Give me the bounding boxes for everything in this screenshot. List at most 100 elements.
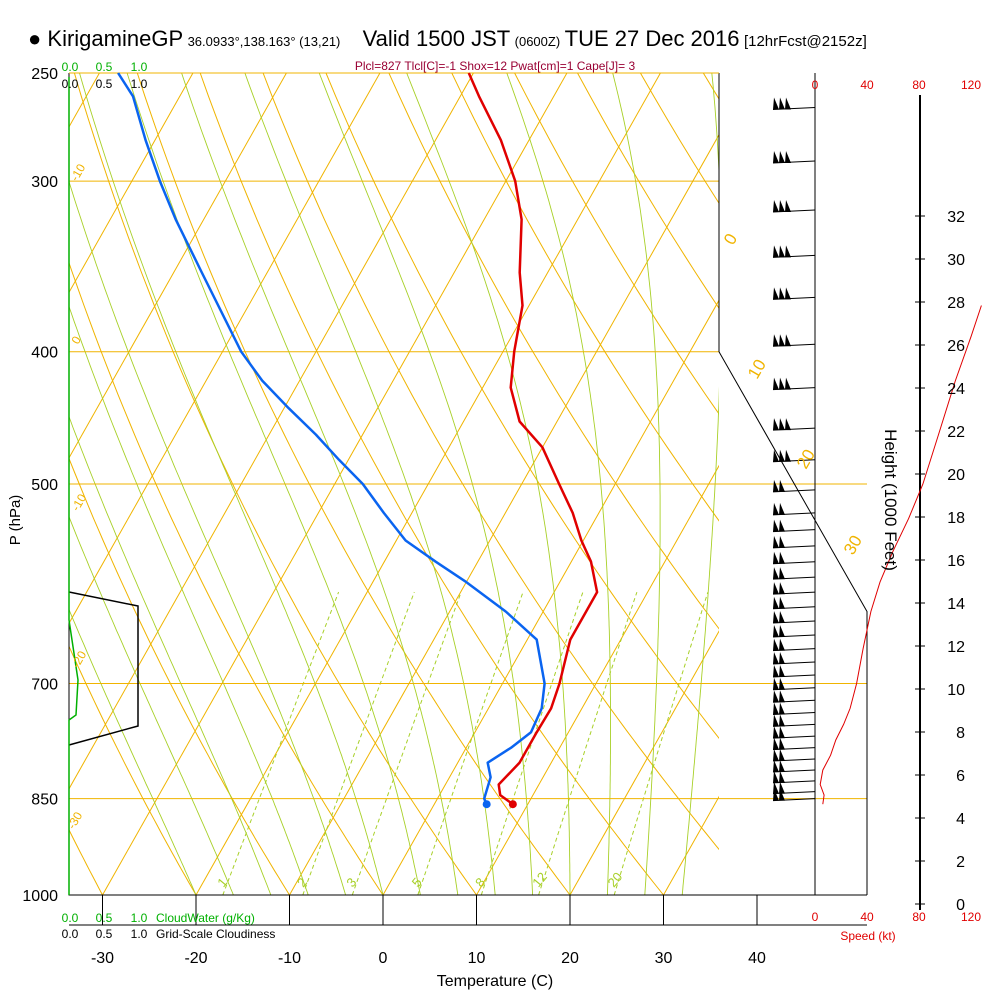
wind-barb-flag: [779, 651, 785, 664]
cloudwater-tick-top: 0.0: [62, 60, 79, 74]
isotherm-line: [475, 464, 719, 895]
cloudwater-tick-bottom: 0.5: [96, 911, 113, 925]
dry-adiabat: [199, 73, 665, 895]
wind-barb-flag: [779, 788, 785, 801]
isotherm-line: [288, 133, 719, 895]
wind-barb-flag: [773, 726, 779, 739]
x-tick-label: -20: [184, 950, 207, 967]
isotherm-label: -30: [64, 809, 85, 831]
wind-barb-flag: [779, 567, 785, 580]
wind-barb-flag: [779, 726, 785, 739]
height-tick-label: 12: [947, 639, 965, 656]
height-tick-label: 2: [956, 854, 965, 871]
temperature-surface-point: [508, 800, 517, 809]
plot-clip-group: [69, 49, 1000, 924]
dry-adiabat: [69, 457, 291, 895]
moist-adiabat: [406, 73, 571, 895]
moist-adiabat: [506, 73, 611, 895]
dry-adiabat: [639, 73, 719, 205]
height-tick-label: 6: [956, 768, 965, 785]
wind-barb-flag: [773, 449, 779, 462]
wind-barb-flag: [773, 287, 779, 300]
dry-adiabat: [325, 73, 719, 740]
wind-barb-flag: [779, 748, 785, 761]
mixing-ratio-line: [351, 591, 462, 895]
wind-barb-flag: [779, 97, 785, 110]
height-tick-label: 14: [947, 596, 965, 613]
dry-adiabat: [136, 73, 571, 895]
wind-barb-flag: [773, 690, 779, 703]
wind-barb-flag: [773, 624, 779, 637]
frame-layer: [68, 72, 925, 926]
height-tick-label: 20: [947, 467, 965, 484]
moist-adiabat: [69, 180, 347, 895]
grid-layer: [69, 49, 1000, 924]
dry-adiabat: [69, 645, 197, 895]
wind-barb-flag: [779, 638, 785, 651]
wind-barb-flag: [773, 788, 779, 801]
wind-barb-flag: [779, 377, 785, 390]
plot-frame-right: [718, 73, 868, 895]
wind-barb-flag: [773, 596, 779, 609]
wind-barbs: [772, 97, 816, 802]
speed-tick-top: 120: [961, 78, 981, 92]
wind-barb-flag: [779, 596, 785, 609]
height-tick-label: 4: [956, 811, 965, 828]
wind-barb-flag: [779, 582, 785, 595]
isotherm-line: [101, 73, 568, 895]
wind-barb-flag: [785, 245, 791, 258]
wind-barb-flag: [779, 479, 785, 492]
x-tick-label: -30: [91, 950, 114, 967]
speed-tick-bottom: 80: [912, 910, 926, 924]
isotherm-label: -10: [67, 161, 88, 183]
moist-adiabat: [681, 73, 719, 895]
dry-adiabat: [388, 73, 719, 630]
wind-barb-flag: [779, 714, 785, 727]
height-tick-label: 10: [947, 682, 965, 699]
wind-barb-flag: [773, 479, 779, 492]
height-tick-label: 26: [947, 338, 965, 355]
wind-barb-flag: [779, 551, 785, 564]
speed-profile-line: [819, 305, 982, 805]
station-dot-icon: ●: [28, 26, 48, 51]
dry-adiabat: [514, 73, 719, 415]
height-tick-label: 30: [947, 252, 965, 269]
moist-adiabat: [69, 608, 197, 895]
wind-barb-flag: [779, 770, 785, 783]
wind-barb-flag: [779, 200, 785, 213]
wind-barb-flag: [773, 245, 779, 258]
cloudwater-axis-label: CloudWater (g/Kg): [156, 911, 255, 925]
wind-barb-flag: [779, 535, 785, 548]
moist-adiabat: [612, 73, 661, 895]
wind-barb-flag: [773, 664, 779, 677]
cloudiness-tick-top: 1.0: [131, 77, 148, 91]
valid-date: TUE 27 Dec 2016: [564, 26, 740, 51]
isotherm-line: [69, 73, 381, 625]
dry-adiabat: [938, 49, 1000, 924]
wind-barb-flag: [785, 287, 791, 300]
isotherm-label: 30: [840, 532, 866, 558]
cloud-water-line: [68, 77, 79, 895]
moist-adiabat: [126, 73, 421, 895]
wind-barb-flag: [773, 502, 779, 515]
wind-barb-flag: [773, 334, 779, 347]
wind-barb-flag: [773, 519, 779, 532]
speed-tick-top: 40: [860, 78, 874, 92]
cloudiness-tick-bottom: 1.0: [131, 927, 148, 941]
isotherm-line: [195, 73, 662, 895]
wind-barb-flag: [773, 748, 779, 761]
cloudiness-tick-top: 0.0: [62, 77, 79, 91]
temperature-line: [467, 72, 599, 806]
wind-barb-flag: [785, 97, 791, 110]
height-tick-label: 28: [947, 295, 965, 312]
wind-barb-flag: [785, 200, 791, 213]
valid-label: Valid 1500 JST: [362, 26, 511, 51]
speed-tick-bottom: 120: [961, 910, 981, 924]
isotherm-line: [569, 630, 719, 895]
moist-adiabat: [69, 515, 234, 895]
height-tick-label: 8: [956, 725, 965, 742]
wind-barb-flag: [779, 690, 785, 703]
isotherm-label: -10: [68, 491, 89, 513]
wind-barb-flag: [773, 702, 779, 715]
wind-barb-flag: [779, 664, 785, 677]
